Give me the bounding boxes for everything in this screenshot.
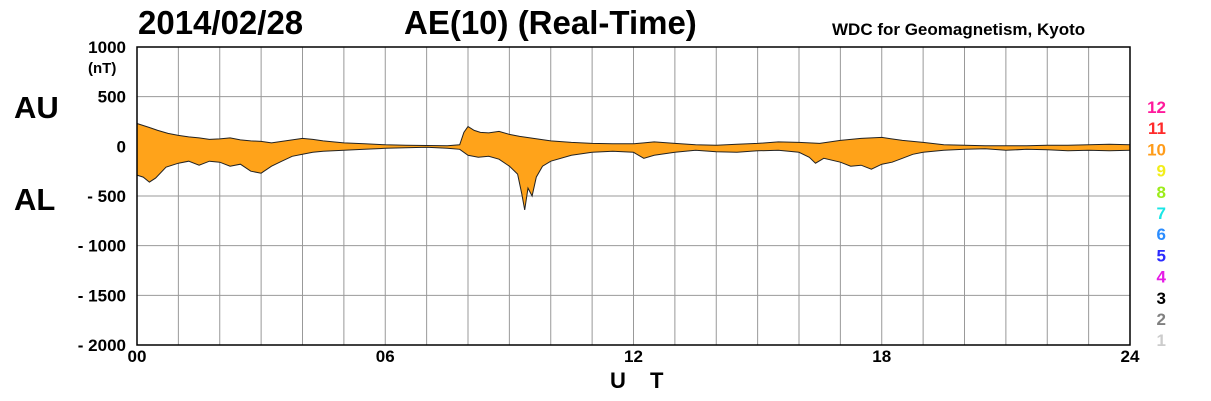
level-label: 11 — [1148, 119, 1166, 138]
x-axis-label: U T — [610, 368, 673, 393]
x-tick-label: 24 — [1121, 347, 1140, 366]
y-tick-label: 0 — [117, 137, 126, 156]
al-label: AL — [14, 182, 56, 217]
plot-frame — [136, 46, 1131, 346]
chart-title: AE(10) (Real-Time) — [404, 4, 697, 41]
date-label: 2014/02/28 — [138, 4, 304, 41]
al-line — [136, 146, 1131, 210]
level-label: 9 — [1157, 162, 1166, 181]
level-label: 3 — [1157, 289, 1166, 308]
x-tick-labels: 00 06 12 18 24 — [128, 347, 1140, 366]
level-label: 12 — [1147, 98, 1166, 117]
y-tick-label: 1000 — [88, 38, 126, 57]
y-tick-label: 500 — [98, 88, 126, 107]
x-tick-label: 06 — [376, 347, 395, 366]
y-tick-label: - 500 — [87, 187, 126, 206]
x-tick-label: 12 — [624, 347, 643, 366]
y-tick-labels: 1000 500 0 - 500 - 1000 - 1500 - 2000 — [78, 38, 126, 355]
source-label: WDC for Geomagnetism, Kyoto — [832, 20, 1086, 39]
x-tick-label: 18 — [872, 347, 891, 366]
level-label: 4 — [1157, 268, 1167, 287]
y-tick-label: - 1500 — [78, 286, 126, 305]
level-label: 2 — [1157, 310, 1166, 329]
level-label: 10 — [1147, 140, 1166, 159]
au-line — [136, 123, 1131, 147]
level-label: 5 — [1157, 246, 1166, 265]
level-label: 1 — [1157, 331, 1166, 350]
unit-label: (nT) — [88, 60, 117, 77]
y-tick-label: - 1000 — [78, 237, 126, 256]
x-tick-label: 00 — [128, 347, 147, 366]
level-scale: 12 11 10 9 8 7 6 5 4 3 2 1 — [1147, 98, 1166, 350]
ae-area — [136, 123, 1131, 210]
y-tick-label: - 2000 — [78, 336, 126, 355]
grid — [137, 47, 1130, 345]
level-label: 8 — [1157, 183, 1166, 202]
level-label: 6 — [1157, 225, 1166, 244]
au-label: AU — [14, 90, 59, 125]
level-label: 7 — [1157, 204, 1166, 223]
